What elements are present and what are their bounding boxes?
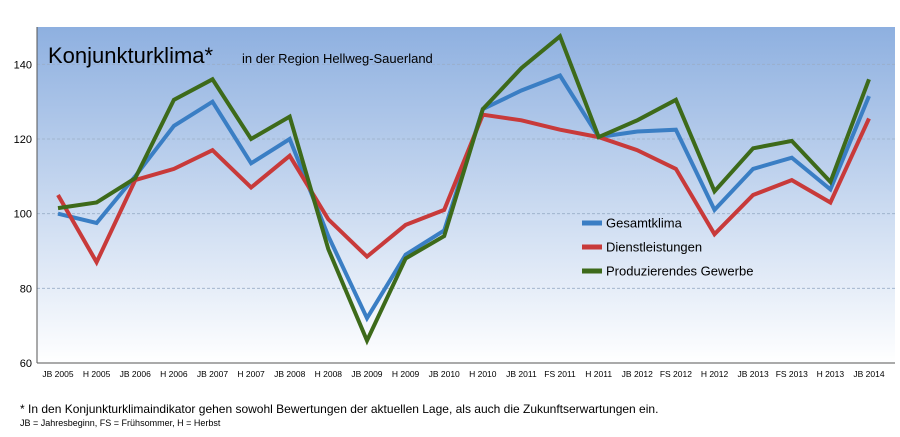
x-tick-label: H 2007: [237, 369, 265, 379]
x-tick-label: JB 2013: [738, 369, 769, 379]
series-line-3: [57, 32, 871, 346]
chart-title: Konjunkturklima*: [48, 43, 214, 68]
x-tick-label: H 2008: [315, 369, 343, 379]
series-line-2: [56, 112, 871, 267]
legend-label: Gesamtklima: [606, 216, 683, 231]
x-tick-label: JB 2014: [853, 369, 884, 379]
x-tick-label: JB 2010: [429, 369, 460, 379]
y-tick-label: 100: [14, 209, 32, 221]
legend-label: Produzierendes Gewerbe: [606, 264, 753, 279]
x-tick-label: H 2010: [469, 369, 497, 379]
plot-area: [37, 27, 895, 363]
x-tick-label: FS 2012: [660, 369, 692, 379]
x-tick-label: FS 2011: [544, 369, 576, 379]
legend-label: Dienstleistungen: [606, 240, 702, 255]
y-tick-label: 140: [14, 59, 32, 71]
series-lines: [56, 32, 871, 346]
x-tick-label: JB 2005: [42, 369, 73, 379]
x-tick-label: H 2012: [701, 369, 729, 379]
chart-subtitle: in der Region Hellweg-Sauerland: [242, 51, 433, 66]
x-tick-label: H 2011: [585, 369, 612, 379]
y-axis: 60 80 100 120 140: [14, 27, 38, 370]
y-tick-label: 60: [20, 358, 32, 370]
footnote: * In den Konjunkturklimaindikator gehen …: [20, 402, 659, 416]
x-tick-label: H 2005: [83, 369, 111, 379]
x-tick-label: JB 2007: [197, 369, 228, 379]
x-tick-label: JB 2011: [506, 369, 537, 379]
y-tick-label: 80: [20, 283, 32, 295]
abbreviation-note: JB = Jahresbeginn, FS = Frühsommer, H = …: [20, 418, 221, 428]
x-tick-label: JB 2006: [120, 369, 151, 379]
grid: [37, 63, 895, 289]
x-tick-label: H 2006: [160, 369, 188, 379]
x-tick-label: H 2009: [392, 369, 420, 379]
y-tick-label: 120: [14, 134, 32, 146]
x-tick-label: JB 2009: [351, 369, 382, 379]
x-axis: JB 2005 H 2005 JB 2006 H 2006 JB 2007 H 2007 J…: [37, 362, 895, 379]
x-tick-label: JB 2008: [274, 369, 305, 379]
x-tick-label: FS 2013: [776, 369, 808, 379]
x-tick-label: JB 2012: [622, 369, 653, 379]
legend: Gesamtklima Dienstleistungen Produzierende…: [582, 216, 753, 279]
x-tick-label: H 2013: [817, 369, 845, 379]
